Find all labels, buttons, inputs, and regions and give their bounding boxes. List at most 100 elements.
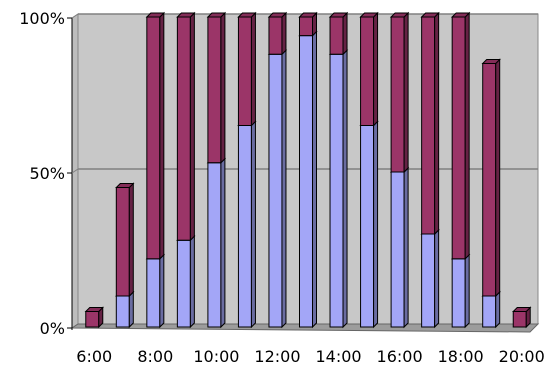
bar-side bbox=[220, 157, 226, 329]
bar-top bbox=[267, 12, 288, 18]
bar-segment-upper bbox=[145, 11, 166, 261]
bar-segment-upper bbox=[84, 306, 104, 329]
bar-top bbox=[328, 12, 349, 18]
bar-side bbox=[403, 11, 409, 174]
bar-segment-lower bbox=[267, 48, 288, 329]
bar-front bbox=[268, 53, 283, 328]
bar-top bbox=[206, 12, 227, 18]
bar-front bbox=[146, 16, 161, 260]
bar-segment-upper bbox=[389, 11, 410, 174]
bar-side bbox=[495, 58, 501, 298]
bar-front bbox=[237, 125, 252, 328]
bar-front bbox=[299, 35, 313, 328]
bar-top bbox=[450, 12, 471, 18]
bar-front bbox=[115, 187, 130, 297]
bar-side bbox=[312, 30, 317, 329]
bar-side bbox=[250, 120, 256, 329]
x-tick-label: 16:00 bbox=[377, 347, 423, 366]
bar-segment-lower bbox=[328, 48, 349, 329]
bar-segment-upper bbox=[450, 11, 471, 261]
bar-segment-upper bbox=[267, 11, 288, 56]
y-tick-label: 50% bbox=[29, 164, 65, 183]
bar-segment-lower bbox=[389, 166, 410, 329]
bar-side bbox=[464, 253, 470, 329]
x-tick-label: 20:00 bbox=[499, 347, 545, 366]
bar-segment-lower bbox=[420, 228, 440, 329]
bar-top bbox=[84, 307, 104, 312]
bar-front bbox=[115, 295, 130, 328]
bar-front bbox=[329, 16, 344, 55]
y-tick-label: 0% bbox=[40, 319, 65, 338]
bar-top bbox=[145, 12, 166, 18]
bar-front bbox=[390, 16, 405, 173]
bar-side bbox=[434, 11, 440, 236]
bar-side bbox=[128, 182, 134, 298]
bar-segment-lower bbox=[206, 157, 227, 329]
x-tick-label: 14:00 bbox=[315, 347, 361, 366]
bar-side bbox=[159, 11, 165, 261]
bar-front bbox=[482, 295, 497, 328]
bar-top bbox=[359, 12, 379, 18]
x-tick-label: 8:00 bbox=[137, 347, 173, 366]
gridline-side bbox=[71, 13, 79, 19]
bar-segment-upper bbox=[115, 182, 135, 298]
bar-segment-lower bbox=[298, 30, 318, 329]
bar-top bbox=[389, 12, 410, 18]
bar-front bbox=[421, 233, 436, 328]
bar-top bbox=[481, 59, 501, 64]
bar-front bbox=[329, 53, 344, 328]
bar-side bbox=[128, 290, 134, 329]
bar-segment-lower bbox=[237, 120, 257, 329]
bar-segment-upper bbox=[512, 306, 532, 329]
bar-segment-upper bbox=[481, 58, 501, 298]
bar-top bbox=[237, 12, 257, 18]
bar-side bbox=[189, 234, 195, 329]
bar-front bbox=[360, 16, 375, 126]
bar-side bbox=[250, 11, 256, 127]
bar-front bbox=[85, 311, 100, 328]
bar-side bbox=[373, 11, 379, 127]
bar-segment-upper bbox=[206, 11, 227, 164]
gridline-side bbox=[71, 168, 79, 174]
bar-front bbox=[176, 239, 191, 328]
bar-top bbox=[420, 12, 440, 18]
bar-side bbox=[281, 48, 287, 329]
bar-top bbox=[115, 183, 135, 188]
bar-segment-upper bbox=[328, 11, 349, 56]
bar-front bbox=[451, 16, 466, 260]
bar-side bbox=[281, 11, 287, 56]
bar-top bbox=[512, 307, 532, 312]
bar-side bbox=[220, 11, 226, 164]
bar-top bbox=[176, 12, 196, 18]
bar-front bbox=[482, 63, 497, 297]
bar-segment-upper bbox=[359, 11, 379, 127]
bar-segment-lower bbox=[450, 253, 471, 329]
bar-segment-lower bbox=[359, 120, 379, 329]
y-tick-label: 100% bbox=[19, 9, 65, 28]
bar-side bbox=[342, 11, 348, 56]
bar-top bbox=[298, 12, 318, 18]
x-tick-label: 18:00 bbox=[438, 347, 484, 366]
x-tick-label: 6:00 bbox=[76, 347, 112, 366]
bar-segment-lower bbox=[176, 234, 196, 329]
bar-segment-upper bbox=[420, 11, 440, 236]
bar-front bbox=[207, 162, 222, 328]
bar-front bbox=[146, 258, 161, 328]
bar-segment-upper bbox=[176, 11, 196, 242]
bar-segment-upper bbox=[237, 11, 257, 127]
bar-front bbox=[421, 16, 436, 235]
bar-front bbox=[237, 16, 252, 126]
bar-side bbox=[159, 253, 165, 329]
bar-front bbox=[299, 16, 313, 37]
bar-front bbox=[268, 16, 283, 55]
bar-side bbox=[495, 290, 501, 329]
bar-front bbox=[390, 171, 405, 328]
bar-side bbox=[464, 11, 470, 261]
bar-front bbox=[176, 16, 191, 241]
bar-segment-upper bbox=[298, 11, 318, 37]
x-tick-label: 10:00 bbox=[193, 347, 239, 366]
bar-segment-lower bbox=[115, 290, 135, 329]
bar-side bbox=[403, 166, 409, 329]
bar-front bbox=[207, 16, 222, 164]
